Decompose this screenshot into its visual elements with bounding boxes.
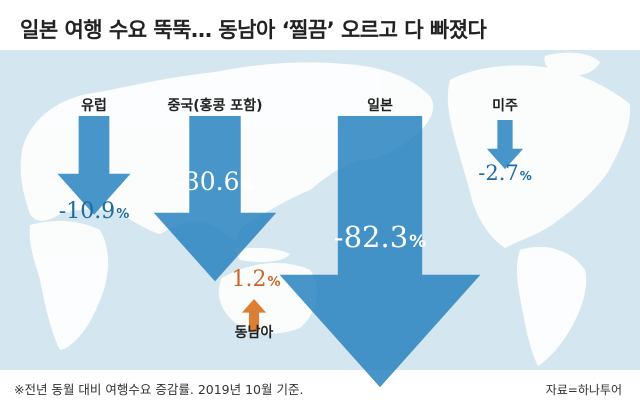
arrow-2 <box>279 116 481 388</box>
category-label-2: 일본 <box>367 98 393 114</box>
landmass-japan <box>259 152 282 184</box>
arrow-1 <box>153 116 277 282</box>
arrow-3 <box>486 120 524 170</box>
footnote: ※전년 동월 대비 여행수요 증감률. 2019년 10월 기준. <box>14 382 304 397</box>
category-label-1: 중국(홍콩 포함) <box>168 97 263 114</box>
value-label-1: -30.6% <box>175 167 254 196</box>
category-label-4: 동남아 <box>235 324 274 341</box>
value-label-4: 1.2% <box>231 267 280 292</box>
landmass-greenland <box>544 52 600 77</box>
chart-marks: 유럽 -10.9% 중국(홍콩 포함) -30.6% 일본 -82.3% 미주 -2.7% 동남… <box>57 97 532 388</box>
value-label-0: -10.9% <box>59 199 129 224</box>
landmass-indonesia <box>235 247 290 262</box>
arrow-4 <box>241 299 267 332</box>
category-label-0: 유럽 <box>81 98 107 114</box>
arrow-0 <box>57 116 131 215</box>
landmass-south-america <box>516 246 587 366</box>
source-credit: 자료=하나투어 <box>545 383 622 397</box>
landmass-africa <box>29 220 109 350</box>
category-label-3: 미주 <box>492 98 518 114</box>
value-label-3: -2.7% <box>478 161 532 185</box>
landmass-north-america <box>447 65 631 248</box>
chart-title: 일본 여행 수요 뚝뚝… 동남아 ‘찔끔’ 오르고 다 빠졌다 <box>20 18 487 42</box>
value-label-2: -82.3% <box>334 220 426 254</box>
